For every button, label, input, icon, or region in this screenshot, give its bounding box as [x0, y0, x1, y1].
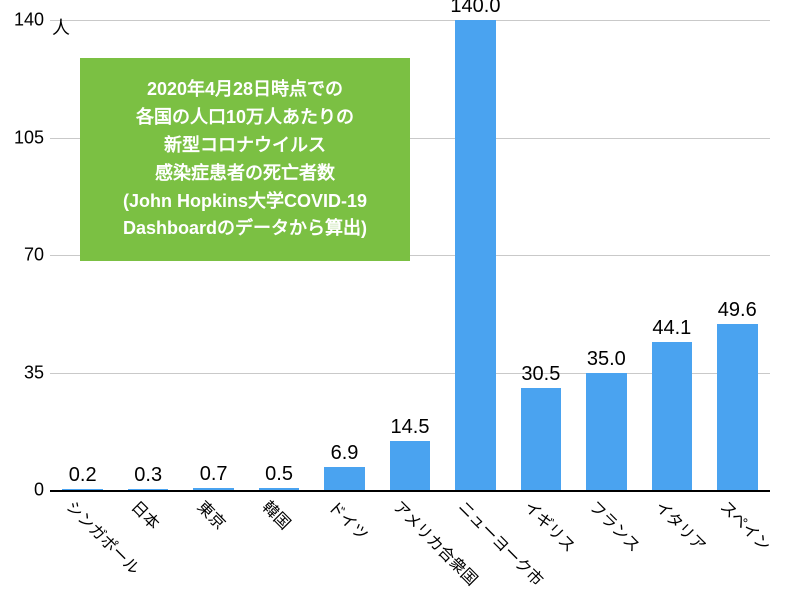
bar: 35.0フランス: [586, 373, 627, 491]
bar-value-label: 49.6: [718, 299, 757, 324]
bar: 30.5イギリス: [521, 388, 562, 490]
bar-value-label: 35.0: [587, 348, 626, 373]
info-box-line: 各国の人口10万人あたりの: [100, 104, 390, 132]
info-box-line: Dashboardのデータから算出): [100, 215, 390, 243]
bar-category-label: イタリア: [651, 490, 717, 556]
bar: 49.6スペイン: [717, 324, 758, 491]
bar: 0.2シンガポール: [62, 489, 103, 490]
bar-value-label: 0.5: [265, 463, 293, 488]
info-box-line: (John Hopkins大学COVID-19: [100, 188, 390, 216]
info-box-line: 新型コロナウイルス: [100, 132, 390, 160]
gridline: [50, 20, 770, 21]
bar-category-label: 韓国: [258, 490, 302, 534]
bar-value-label: 6.9: [331, 442, 359, 467]
bar-category-label: 東京: [192, 490, 236, 534]
bar-value-label: 140.0: [450, 0, 500, 20]
y-tick-label: 35: [24, 362, 50, 383]
y-axis-unit: 人: [52, 14, 70, 40]
bar-value-label: 0.3: [134, 464, 162, 489]
bar: 44.1イタリア: [652, 342, 693, 490]
bar: 0.5韓国: [259, 488, 300, 490]
bar: 0.7東京: [193, 488, 234, 490]
bar-category-label: フランス: [585, 490, 651, 556]
y-tick-label: 140: [14, 10, 50, 31]
bar-category-label: 日本: [127, 490, 171, 534]
bar-category-label: ドイツ: [323, 490, 378, 545]
bar: 0.3日本: [128, 489, 169, 490]
y-tick-label: 105: [14, 127, 50, 148]
bar-value-label: 0.7: [200, 463, 228, 488]
info-box-line: 感染症患者の死亡者数: [100, 160, 390, 188]
bar-value-label: 44.1: [652, 317, 691, 342]
y-tick-label: 70: [24, 245, 50, 266]
bar-category-label: スペイン: [716, 490, 782, 556]
bar: 140.0ニューヨーク市: [455, 20, 496, 490]
bar-value-label: 14.5: [391, 416, 430, 441]
bar: 14.5アメリカ合衆国: [390, 441, 431, 490]
info-box-line: 2020年4月28日時点での: [100, 76, 390, 104]
y-tick-label: 0: [34, 480, 50, 501]
bar-value-label: 30.5: [521, 363, 560, 388]
bar: 6.9ドイツ: [324, 467, 365, 490]
bar-value-label: 0.2: [69, 464, 97, 489]
chart-description-box: 2020年4月28日時点での各国の人口10万人あたりの新型コロナウイルス感染症患…: [80, 58, 410, 261]
